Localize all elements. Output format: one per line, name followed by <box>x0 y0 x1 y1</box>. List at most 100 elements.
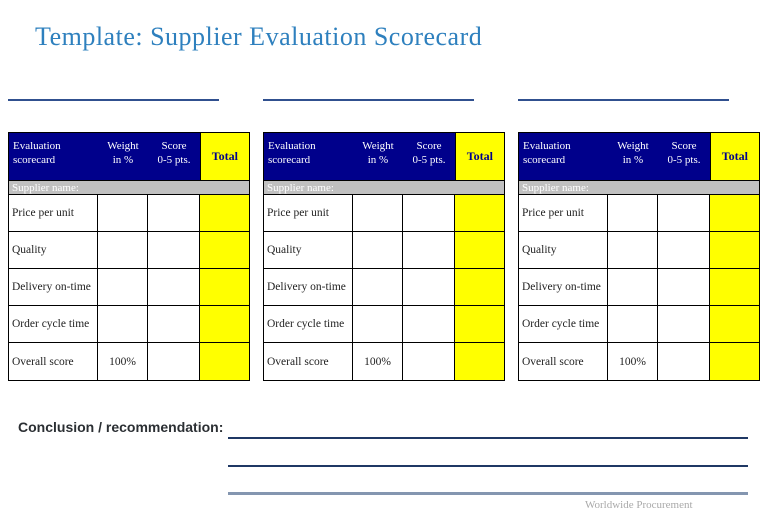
supplier-name-blank-line[interactable] <box>518 86 729 101</box>
conclusion-blank-line[interactable] <box>228 437 748 439</box>
criterion-label-cell: Price per unit <box>519 195 608 231</box>
supplier-name-row[interactable]: Supplier name: <box>519 181 759 195</box>
criterion-row: Price per unit <box>264 195 504 232</box>
criterion-label-cell: Order cycle time <box>264 306 353 342</box>
criterion-row: Order cycle time <box>519 306 759 343</box>
header-total: Total <box>454 133 504 180</box>
weight-input-cell[interactable] <box>608 269 659 305</box>
total-cell[interactable] <box>709 269 759 305</box>
supplier-name-blank-line[interactable] <box>263 86 474 101</box>
score-input-cell[interactable] <box>658 306 710 342</box>
header-evaluation-scorecard: Evaluation scorecard <box>13 140 61 167</box>
header-score: Score 0-5 pts. <box>667 140 701 167</box>
criterion-label-cell: Delivery on-time <box>519 269 608 305</box>
footer-divider-line <box>228 492 748 495</box>
header-weight: Weight in % <box>107 140 139 167</box>
header-weight: Weight in % <box>617 140 649 167</box>
header-score: Score 0-5 pts. <box>412 140 446 167</box>
criterion-label-cell: Quality <box>519 232 608 268</box>
scorecard-header-row: Evaluation scorecard Weight in % Score 0… <box>519 133 759 181</box>
weight-input-cell[interactable]: 100% <box>353 343 404 380</box>
score-input-cell[interactable] <box>658 195 710 231</box>
total-cell[interactable] <box>454 269 504 305</box>
criterion-row: Quality <box>264 232 504 269</box>
supplier-name-row[interactable]: Supplier name: <box>9 181 249 195</box>
score-input-cell[interactable] <box>148 343 200 380</box>
criterion-label-cell: Quality <box>264 232 353 268</box>
total-cell[interactable] <box>454 232 504 268</box>
weight-input-cell[interactable] <box>98 232 149 268</box>
conclusion-recommendation-label: Conclusion / recommendation: <box>18 419 224 435</box>
supplier-name-row[interactable]: Supplier name: <box>264 181 504 195</box>
score-input-cell[interactable] <box>658 343 710 380</box>
criterion-row: Order cycle time <box>9 306 249 343</box>
weight-input-cell[interactable] <box>353 232 404 268</box>
total-cell[interactable] <box>199 232 249 268</box>
score-input-cell[interactable] <box>658 232 710 268</box>
score-input-cell[interactable] <box>148 269 200 305</box>
supplier-name-blank-line[interactable] <box>8 86 219 101</box>
weight-input-cell[interactable] <box>98 306 149 342</box>
total-cell[interactable] <box>709 343 759 380</box>
total-cell[interactable] <box>199 269 249 305</box>
weight-input-cell[interactable]: 100% <box>608 343 659 380</box>
criterion-label-cell: Order cycle time <box>9 306 98 342</box>
weight-input-cell[interactable] <box>98 269 149 305</box>
score-input-cell[interactable] <box>148 195 200 231</box>
total-cell[interactable] <box>199 306 249 342</box>
criterion-row: Quality <box>519 232 759 269</box>
criterion-label-cell: Overall score <box>9 343 98 380</box>
weight-input-cell[interactable]: 100% <box>98 343 149 380</box>
score-input-cell[interactable] <box>403 269 455 305</box>
header-total: Total <box>199 133 249 180</box>
score-input-cell[interactable] <box>403 232 455 268</box>
supplier-scorecard-table: Evaluation scorecard Weight in % Score 0… <box>8 132 250 381</box>
criterion-label-cell: Price per unit <box>9 195 98 231</box>
criterion-row: Delivery on-time <box>519 269 759 306</box>
score-input-cell[interactable] <box>148 306 200 342</box>
weight-input-cell[interactable] <box>608 232 659 268</box>
criterion-row: Overall score 100% <box>264 343 504 380</box>
criterion-row: Delivery on-time <box>264 269 504 306</box>
total-cell[interactable] <box>199 343 249 380</box>
criterion-row: Delivery on-time <box>9 269 249 306</box>
header-total: Total <box>709 133 759 180</box>
weight-input-cell[interactable] <box>353 195 404 231</box>
score-input-cell[interactable] <box>403 306 455 342</box>
supplier-name-lines-row <box>8 86 760 101</box>
scorecard-header-row: Evaluation scorecard Weight in % Score 0… <box>9 133 249 181</box>
scorecards-row: Evaluation scorecard Weight in % Score 0… <box>8 132 760 381</box>
score-input-cell[interactable] <box>403 343 455 380</box>
total-cell[interactable] <box>709 306 759 342</box>
total-cell[interactable] <box>709 195 759 231</box>
total-cell[interactable] <box>454 195 504 231</box>
criterion-row: Price per unit <box>9 195 249 232</box>
total-cell[interactable] <box>709 232 759 268</box>
weight-input-cell[interactable] <box>608 306 659 342</box>
criterion-row: Overall score 100% <box>519 343 759 380</box>
total-cell[interactable] <box>454 306 504 342</box>
score-input-cell[interactable] <box>403 195 455 231</box>
score-input-cell[interactable] <box>658 269 710 305</box>
footer-brand-text: Worldwide Procurement <box>585 499 693 511</box>
conclusion-blank-line[interactable] <box>228 465 748 467</box>
supplier-scorecard-table: Evaluation scorecard Weight in % Score 0… <box>518 132 760 381</box>
score-input-cell[interactable] <box>148 232 200 268</box>
header-score: Score 0-5 pts. <box>157 140 191 167</box>
weight-input-cell[interactable] <box>353 269 404 305</box>
criterion-row: Overall score 100% <box>9 343 249 380</box>
weight-input-cell[interactable] <box>353 306 404 342</box>
header-weight: Weight in % <box>362 140 394 167</box>
criterion-label-cell: Price per unit <box>264 195 353 231</box>
criterion-label-cell: Delivery on-time <box>9 269 98 305</box>
supplier-scorecard-table: Evaluation scorecard Weight in % Score 0… <box>263 132 505 381</box>
criterion-label-cell: Quality <box>9 232 98 268</box>
criterion-label-cell: Delivery on-time <box>264 269 353 305</box>
header-evaluation-scorecard: Evaluation scorecard <box>523 140 571 167</box>
criterion-label-cell: Overall score <box>264 343 353 380</box>
total-cell[interactable] <box>454 343 504 380</box>
total-cell[interactable] <box>199 195 249 231</box>
criterion-row: Price per unit <box>519 195 759 232</box>
weight-input-cell[interactable] <box>608 195 659 231</box>
weight-input-cell[interactable] <box>98 195 149 231</box>
